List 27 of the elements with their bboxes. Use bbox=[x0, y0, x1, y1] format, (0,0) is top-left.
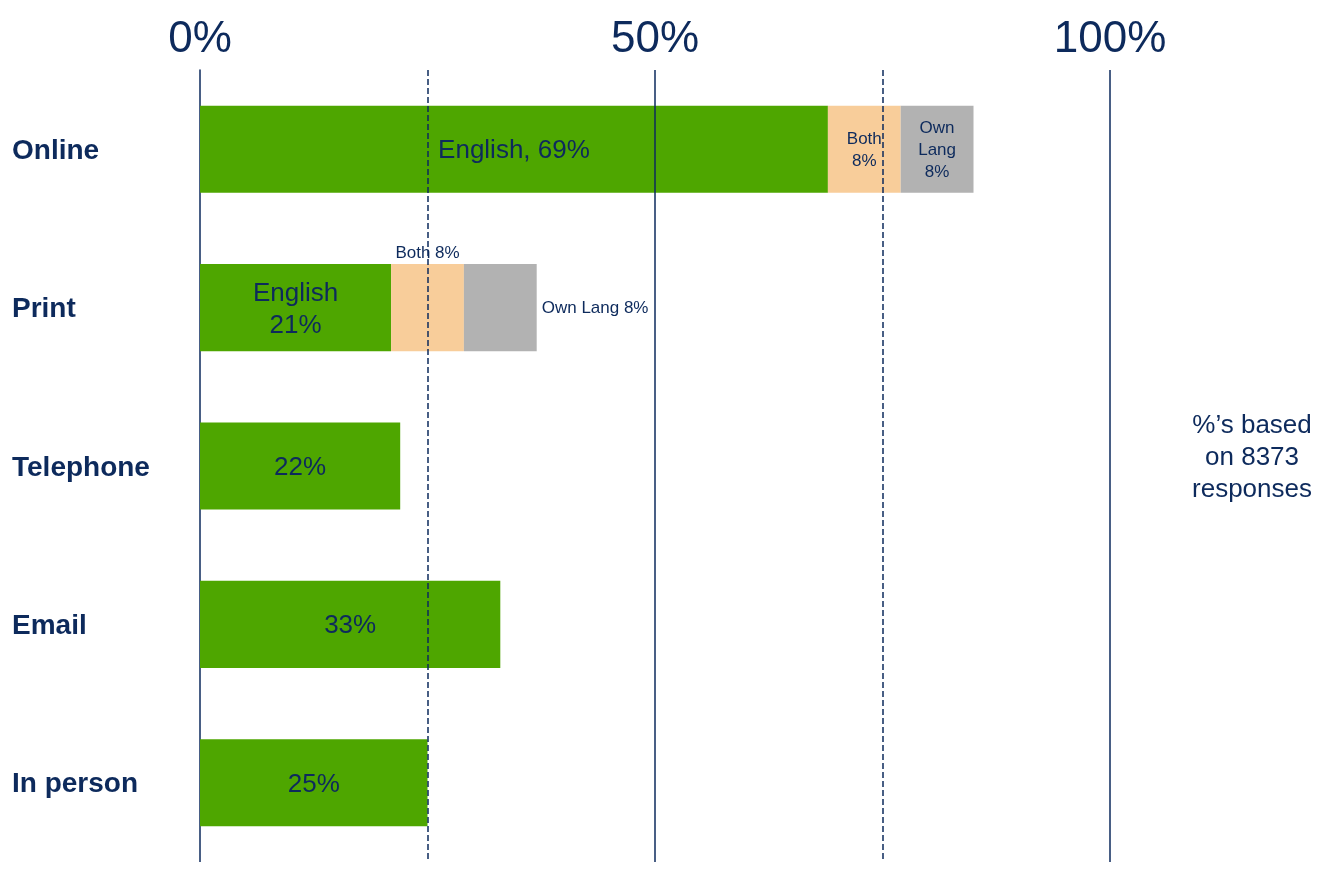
bar bbox=[200, 105, 828, 193]
data-label: Own Lang 8% bbox=[918, 117, 957, 181]
data-label: 22% bbox=[274, 451, 327, 481]
y-tick-label: Email bbox=[12, 608, 87, 640]
data-label: 25% bbox=[287, 767, 340, 798]
y-tick-label: Telephone bbox=[12, 450, 150, 482]
data-label: Both 8% bbox=[846, 128, 882, 170]
bar bbox=[463, 264, 537, 352]
y-tick-label: Online bbox=[12, 133, 100, 165]
bar bbox=[827, 105, 901, 193]
y-tick-label: Print bbox=[12, 292, 76, 324]
bar bbox=[200, 739, 428, 827]
text: %’s based on 8373 responses bbox=[1192, 409, 1313, 503]
x-tick-label: 50% bbox=[610, 11, 700, 61]
bar bbox=[200, 264, 392, 352]
bar bbox=[200, 580, 501, 668]
bar bbox=[900, 105, 974, 193]
data-label: 33% bbox=[324, 609, 377, 640]
y-tick-label: In person bbox=[12, 767, 139, 799]
data-label: English 21% bbox=[252, 276, 339, 339]
data-label: Both 8% bbox=[395, 242, 460, 262]
x-tick-label: 0% bbox=[168, 11, 232, 61]
bar bbox=[200, 422, 401, 510]
bar bbox=[391, 264, 464, 352]
data-label: Own Lang 8% bbox=[541, 298, 649, 318]
x-tick-label: 100% bbox=[1053, 11, 1167, 61]
data-label: English, 69% bbox=[438, 134, 590, 165]
